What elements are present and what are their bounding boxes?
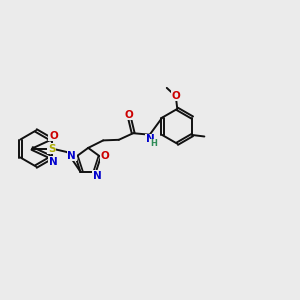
Text: O: O bbox=[171, 91, 180, 101]
Text: S: S bbox=[48, 143, 55, 154]
Text: N: N bbox=[49, 157, 58, 167]
Text: N: N bbox=[68, 151, 76, 161]
Text: N: N bbox=[146, 134, 155, 145]
Text: H: H bbox=[151, 139, 157, 148]
Text: O: O bbox=[49, 130, 58, 141]
Text: O: O bbox=[124, 110, 133, 120]
Text: O: O bbox=[100, 151, 109, 161]
Text: N: N bbox=[93, 171, 101, 181]
